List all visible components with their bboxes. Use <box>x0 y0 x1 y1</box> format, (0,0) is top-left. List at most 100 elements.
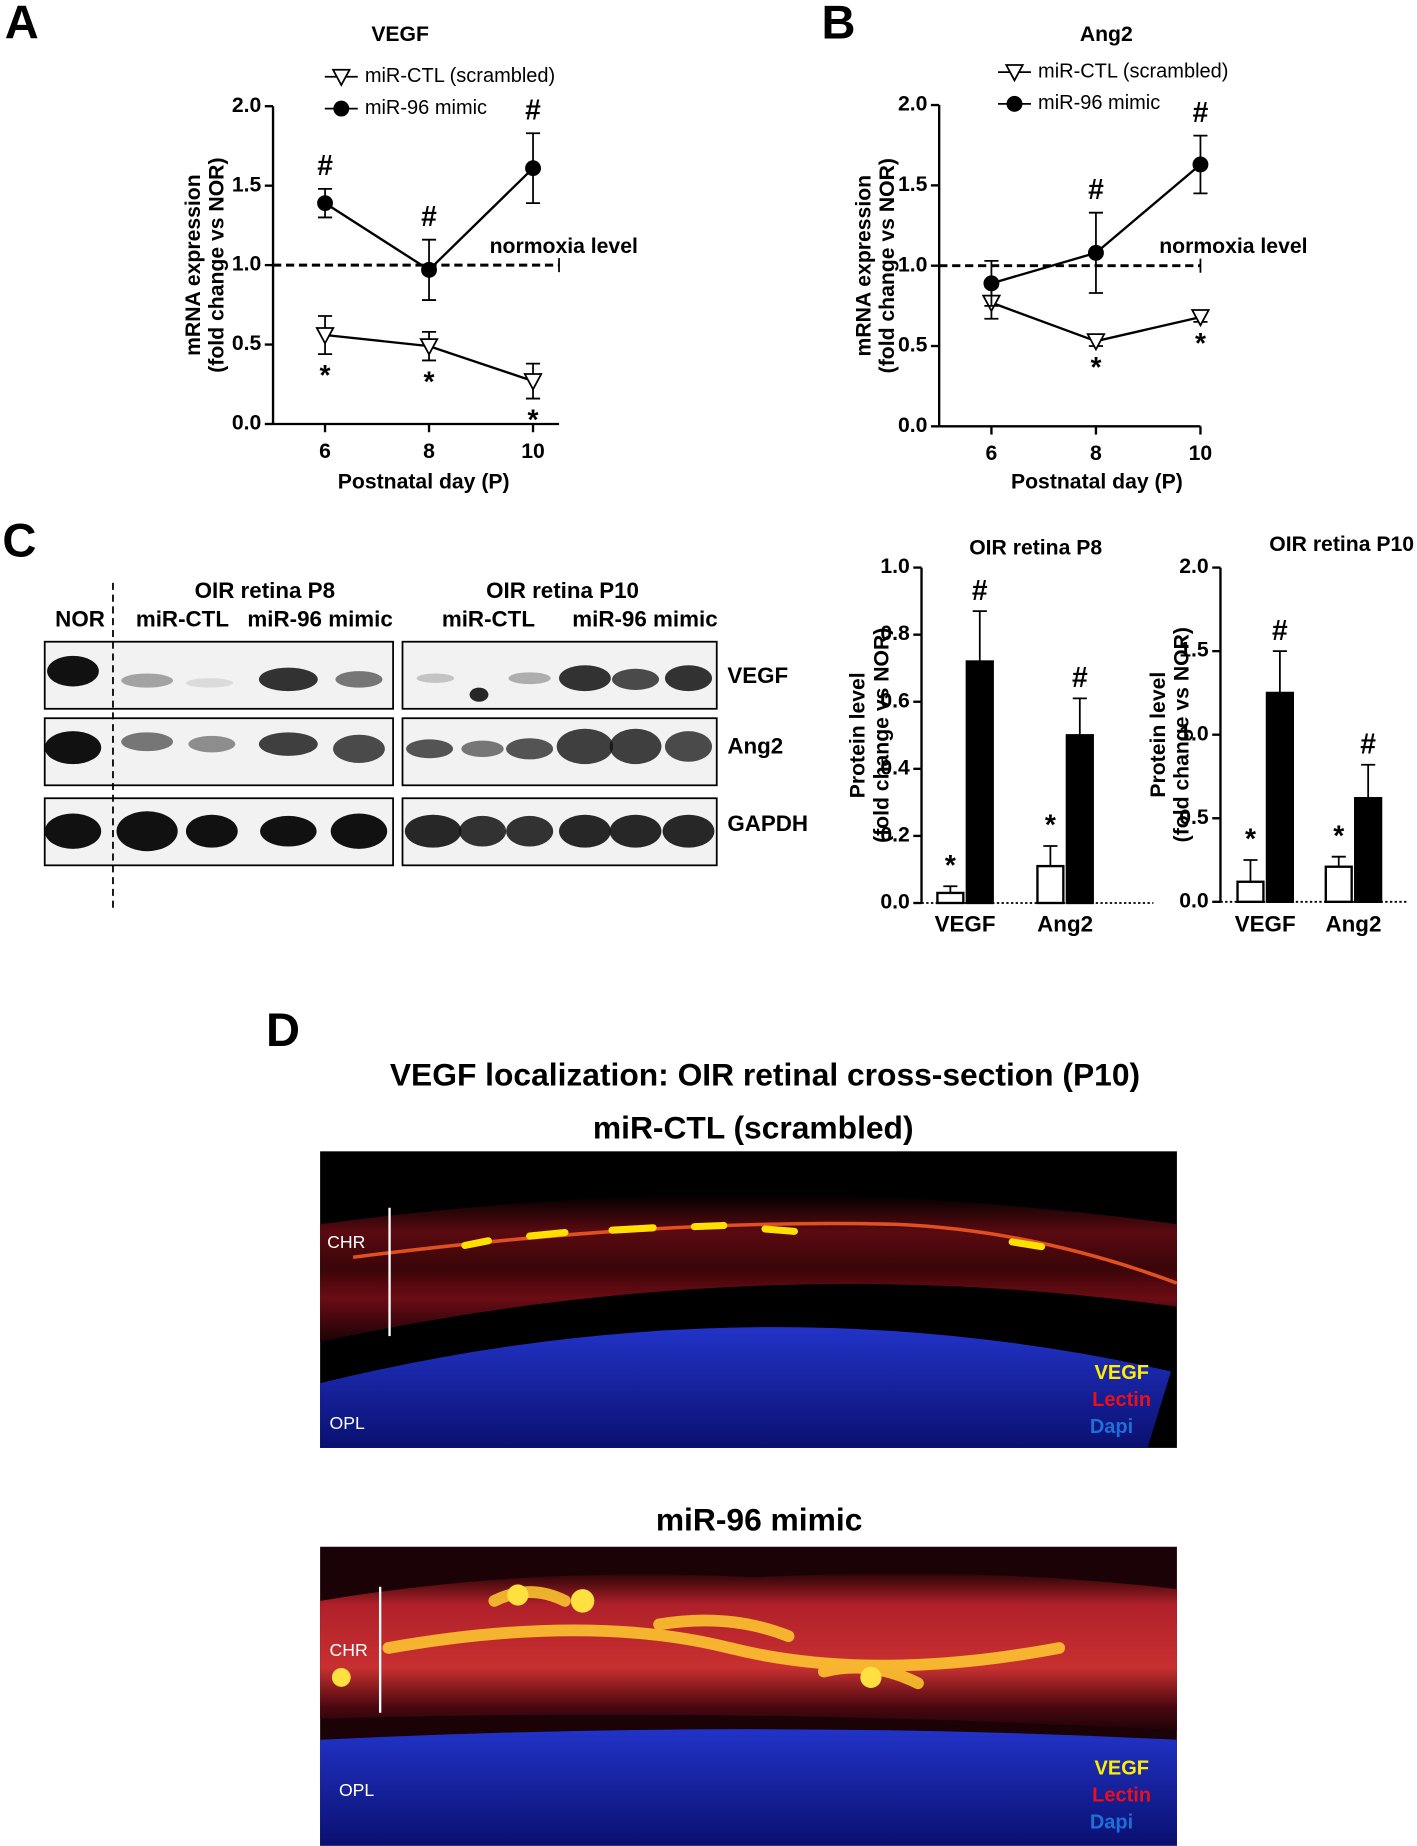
legend-marker <box>1006 95 1023 112</box>
figure-title: VEGF localization: OIR retinal cross-sec… <box>390 1057 1140 1093</box>
y-axis-label: (fold change vs NOR) <box>205 157 228 372</box>
x-tick-label: 8 <box>423 440 435 463</box>
lane-label: NOR <box>55 606 105 631</box>
panel-label: C <box>2 513 36 566</box>
image-title: miR-CTL (scrambled) <box>593 1110 914 1146</box>
panel-label: A <box>5 0 39 49</box>
bar <box>936 891 965 905</box>
significance: * <box>1195 327 1206 359</box>
channel-label: Lectin <box>1092 1785 1151 1807</box>
legend-marker <box>331 68 352 87</box>
x-axis-label: Postnatal day (P) <box>338 470 510 493</box>
y-axis-label: Protein level <box>847 672 870 798</box>
y-axis-label: Protein level <box>1147 672 1170 798</box>
layer-label: CHR <box>330 1640 368 1660</box>
error-bar <box>1243 859 1258 882</box>
channel-label: Lectin <box>1092 1389 1151 1411</box>
bar <box>1065 734 1094 905</box>
chart-title: OIR retina P8 <box>969 536 1102 559</box>
x-tick-label: Ang2 <box>1325 911 1381 936</box>
panel-label: B <box>821 0 855 49</box>
lane-label: miR-96 mimic <box>247 606 392 631</box>
bar <box>1324 865 1353 903</box>
western-blot: NOR OIR retina P8 miR-CTL miR-96 mimic O… <box>43 578 808 913</box>
error-bar <box>1361 763 1376 799</box>
legend-marker <box>1004 64 1025 83</box>
y-tick-label: 0.0 <box>1179 889 1208 912</box>
data-point <box>1192 156 1209 173</box>
significance: * <box>1045 809 1056 841</box>
bar <box>1036 864 1065 905</box>
bar <box>1236 880 1265 903</box>
y-tick-label: 1.0 <box>898 253 927 276</box>
x-tick-label: 6 <box>986 442 998 465</box>
y-tick-label: 0.5 <box>1179 806 1209 829</box>
layer-label: OPL <box>330 1413 365 1433</box>
significance: * <box>1245 823 1256 855</box>
significance: # <box>525 94 541 126</box>
blot-bands <box>44 655 715 852</box>
y-tick-label: 0.2 <box>880 824 909 847</box>
legend-label: miR-96 mimic <box>365 97 487 119</box>
data-point <box>983 275 1000 292</box>
x-tick-label: 8 <box>1090 442 1102 465</box>
x-axis-label: Postnatal day (P) <box>1011 470 1183 493</box>
reference-label: normoxia level <box>490 235 638 258</box>
error-bar <box>943 885 958 893</box>
y-tick-label: 1.5 <box>898 173 928 196</box>
significance: # <box>1072 661 1088 693</box>
bar <box>1265 691 1295 903</box>
significance: # <box>1360 727 1376 759</box>
y-tick-label: 1.0 <box>1179 722 1208 745</box>
y-tick-label: 0.0 <box>898 414 927 437</box>
row-label: GAPDH <box>727 811 808 836</box>
x-tick-label: Ang2 <box>1037 911 1093 936</box>
data-point <box>419 338 439 357</box>
chart-title: VEGF <box>371 23 429 46</box>
significance: # <box>972 574 988 606</box>
bar <box>965 660 994 905</box>
chart-title: Ang2 <box>1080 23 1133 46</box>
lane-label: miR-CTL <box>136 606 229 631</box>
x-tick-label: 6 <box>319 440 331 463</box>
y-axis-label: mRNA expression <box>182 174 205 356</box>
channel-label: VEGF <box>1095 1757 1149 1779</box>
y-tick-label: 0.0 <box>232 412 261 435</box>
significance: * <box>424 365 435 397</box>
legend-label: miR-CTL (scrambled) <box>1038 60 1228 82</box>
data-point <box>1190 309 1211 328</box>
significance: * <box>945 849 956 881</box>
channel-label: VEGF <box>1095 1362 1149 1384</box>
y-tick-label: 2.0 <box>1179 555 1208 578</box>
micrograph-image <box>320 1151 1178 1846</box>
legend-marker <box>333 100 350 117</box>
y-tick-label: 0.5 <box>898 334 928 357</box>
error-bar <box>1272 650 1287 693</box>
legend-label: miR-CTL (scrambled) <box>365 65 555 87</box>
data-point <box>1087 244 1104 261</box>
significance: * <box>1090 351 1101 383</box>
data-point <box>523 373 543 392</box>
y-axis-label: mRNA expression <box>853 175 876 357</box>
y-tick-label: 1.5 <box>232 173 262 196</box>
lane-label: miR-96 mimic <box>572 606 717 631</box>
y-tick-label: 2.0 <box>898 93 927 116</box>
x-tick-label: VEGF <box>1235 911 1296 936</box>
y-axis-label: (fold change vs NOR) <box>1170 627 1193 842</box>
y-tick-label: 1.0 <box>880 555 909 578</box>
significance: * <box>528 404 539 436</box>
layer-label: CHR <box>327 1232 365 1252</box>
significance: # <box>1088 173 1104 205</box>
y-tick-label: 0.8 <box>880 622 910 645</box>
error-bar <box>1331 855 1346 867</box>
panel-label: D <box>266 1003 300 1056</box>
x-tick-label: 10 <box>1189 442 1213 465</box>
y-tick-label: 0.6 <box>880 689 910 712</box>
error-bar <box>1072 697 1087 736</box>
x-tick-label: 10 <box>521 440 545 463</box>
group-title: OIR retina P8 <box>195 578 335 603</box>
significance: * <box>320 359 331 391</box>
y-tick-label: 0.0 <box>880 891 909 914</box>
group-title: OIR retina P10 <box>486 578 639 603</box>
